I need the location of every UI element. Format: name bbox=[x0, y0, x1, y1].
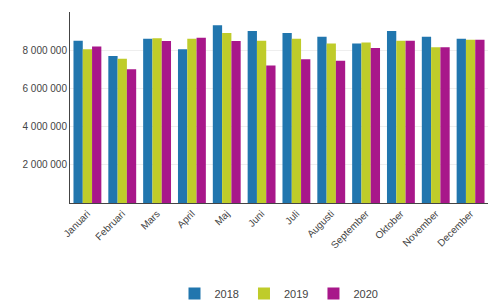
svg-text:Januari: Januari bbox=[61, 208, 92, 239]
svg-text:2018: 2018 bbox=[215, 288, 239, 300]
svg-text:Maj: Maj bbox=[213, 208, 232, 227]
svg-text:Juni: Juni bbox=[246, 208, 267, 229]
svg-text:December: December bbox=[435, 208, 476, 249]
svg-text:Oktober: Oktober bbox=[373, 208, 406, 241]
svg-text:April: April bbox=[175, 208, 197, 230]
svg-text:6 000 000: 6 000 000 bbox=[23, 83, 68, 94]
svg-text:4 000 000: 4 000 000 bbox=[23, 121, 68, 132]
svg-text:8 000 000: 8 000 000 bbox=[23, 45, 68, 56]
svg-text:September: September bbox=[329, 208, 372, 251]
svg-text:Juli: Juli bbox=[283, 208, 301, 226]
svg-text:November: November bbox=[400, 208, 441, 249]
svg-text:Augusti: Augusti bbox=[305, 208, 336, 239]
svg-text:2020: 2020 bbox=[353, 288, 377, 300]
svg-text:2019: 2019 bbox=[284, 288, 308, 300]
svg-text:Februari: Februari bbox=[93, 208, 127, 242]
svg-text:2 000 000: 2 000 000 bbox=[23, 159, 68, 170]
svg-text:Mars: Mars bbox=[139, 208, 163, 232]
